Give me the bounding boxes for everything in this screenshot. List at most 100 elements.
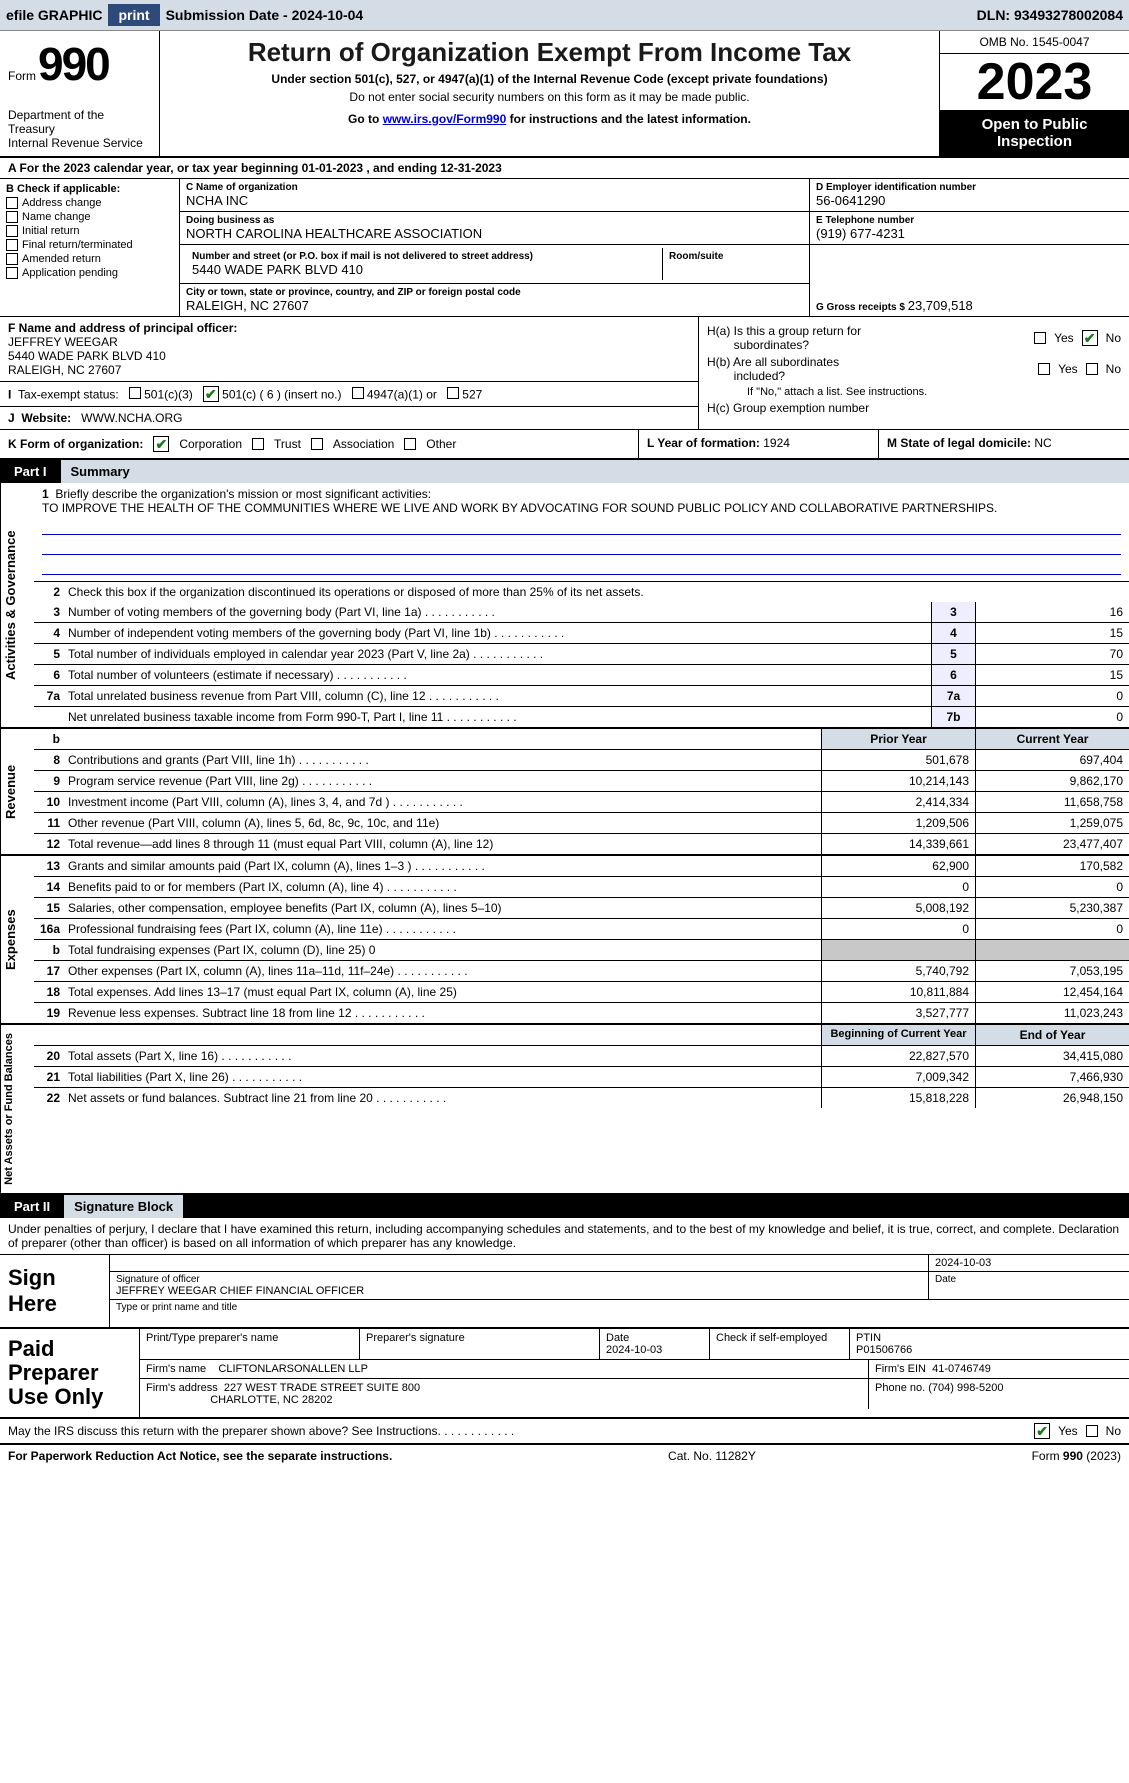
gray-cell-16b-cur [975, 940, 1129, 960]
open-to-public: Open to PublicInspection [940, 110, 1129, 156]
org-address: 5440 WADE PARK BLVD 410 [192, 262, 656, 277]
prior-line10: 2,414,334 [821, 792, 975, 812]
beg-line22: 15,818,228 [821, 1088, 975, 1108]
checkbox-discuss-no[interactable] [1086, 1425, 1098, 1437]
efile-label: efile GRAPHIC [6, 7, 102, 23]
tax-year: 2023 [940, 54, 1129, 110]
principal-officer: F Name and address of principal officer:… [0, 317, 698, 382]
firm-address-1: 227 WEST TRADE STREET SUITE 800 [224, 1382, 420, 1394]
org-dba: NORTH CAROLINA HEALTHCARE ASSOCIATION [186, 226, 803, 241]
print-button[interactable]: print [108, 4, 159, 26]
year-formation: 1924 [763, 436, 790, 450]
group-return-block: H(a) Is this a group return for subordin… [699, 317, 1129, 429]
prior-line9: 10,214,143 [821, 771, 975, 791]
row-k-form-org: K Form of organization: ✔Corporation Tru… [0, 430, 1129, 460]
cur-line9: 9,862,170 [975, 771, 1129, 791]
col-b-checkboxes: B Check if applicable: Address change Na… [0, 179, 180, 316]
end-line20: 34,415,080 [975, 1046, 1129, 1066]
footer: For Paperwork Reduction Act Notice, see … [0, 1445, 1129, 1467]
checkbox-ha-yes[interactable] [1034, 332, 1046, 344]
ptin: P01506766 [856, 1344, 912, 1356]
org-info-block: B Check if applicable: Address change Na… [0, 179, 1129, 317]
checkbox-ha-no-checked[interactable]: ✔ [1082, 330, 1098, 346]
prior-line15: 5,008,192 [821, 898, 975, 918]
checkbox-assoc[interactable] [311, 438, 323, 450]
paid-preparer-block: Paid Preparer Use Only Print/Type prepar… [0, 1329, 1129, 1420]
firm-ein: 41-0746749 [932, 1363, 991, 1375]
prior-line16a: 0 [821, 919, 975, 939]
section-expenses: Expenses 13Grants and similar amounts pa… [0, 856, 1129, 1025]
checkbox-501c-checked[interactable]: ✔ [203, 386, 219, 402]
cur-line11: 1,259,075 [975, 813, 1129, 833]
end-line21: 7,466,930 [975, 1067, 1129, 1087]
checkbox-amended-return[interactable] [6, 253, 18, 265]
pra-notice: For Paperwork Reduction Act Notice, see … [8, 1449, 392, 1463]
signature-declaration: Under penalties of perjury, I declare th… [0, 1218, 1129, 1255]
checkbox-application-pending[interactable] [6, 267, 18, 279]
checkbox-hb-yes[interactable] [1038, 363, 1050, 375]
checkbox-527[interactable] [447, 387, 459, 399]
beg-line20: 22,827,570 [821, 1046, 975, 1066]
firm-phone: (704) 998-5200 [928, 1382, 1003, 1394]
gray-cell-16b-prior [821, 940, 975, 960]
checkbox-final-return[interactable] [6, 239, 18, 251]
mission-text: TO IMPROVE THE HEALTH OF THE COMMUNITIES… [42, 501, 1121, 515]
cur-line12: 23,477,407 [975, 834, 1129, 854]
checkbox-name-change[interactable] [6, 211, 18, 223]
val-line6: 15 [975, 665, 1129, 685]
val-line5: 70 [975, 644, 1129, 664]
beg-line21: 7,009,342 [821, 1067, 975, 1087]
topbar: efile GRAPHIC print Submission Date - 20… [0, 0, 1129, 31]
checkbox-trust[interactable] [252, 438, 264, 450]
checkbox-other[interactable] [404, 438, 416, 450]
checkbox-discuss-yes-checked[interactable]: ✔ [1034, 1423, 1050, 1439]
firm-name: CLIFTONLARSONALLEN LLP [218, 1363, 368, 1375]
state-domicile: NC [1034, 436, 1051, 450]
vlabel-net-assets: Net Assets or Fund Balances [0, 1025, 34, 1193]
header-title-block: Return of Organization Exempt From Incom… [160, 31, 939, 156]
header-right: OMB No. 1545-0047 2023 Open to PublicIns… [939, 31, 1129, 156]
prior-line14: 0 [821, 877, 975, 897]
col-c-org: C Name of organization NCHA INC Doing bu… [180, 179, 809, 316]
sign-here-label: Sign Here [0, 1255, 110, 1327]
officer-name-title: JEFFREY WEEGAR CHIEF FINANCIAL OFFICER [116, 1285, 922, 1297]
sig-date-top: 2024-10-03 [929, 1255, 1129, 1271]
submission-date: Submission Date - 2024-10-04 [166, 7, 364, 23]
val-line7b: 0 [975, 707, 1129, 727]
form-subtitle-1: Under section 501(c), 527, or 4947(a)(1)… [168, 72, 931, 86]
val-line3: 16 [975, 602, 1129, 622]
row-a-period: A For the 2023 calendar year, or tax yea… [0, 158, 1129, 179]
section-net-assets: Net Assets or Fund Balances Beginning of… [0, 1025, 1129, 1195]
checkbox-4947[interactable] [352, 387, 364, 399]
header-left: Form 990 Department of the Treasury Inte… [0, 31, 160, 156]
cur-line10: 11,658,758 [975, 792, 1129, 812]
form-header: Form 990 Department of the Treasury Inte… [0, 31, 1129, 158]
checkbox-corp-checked[interactable]: ✔ [153, 436, 169, 452]
checkbox-initial-return[interactable] [6, 225, 18, 237]
org-city: RALEIGH, NC 27607 [186, 298, 803, 313]
vlabel-governance: Activities & Governance [0, 483, 34, 727]
irs-link[interactable]: www.irs.gov/Form990 [383, 112, 507, 126]
checkbox-address-change[interactable] [6, 197, 18, 209]
checkbox-hb-no[interactable] [1086, 363, 1098, 375]
form-subtitle-2: Do not enter social security numbers on … [168, 90, 931, 104]
officer-exempt-block: F Name and address of principal officer:… [0, 317, 1129, 430]
gross-receipts: 23,709,518 [908, 298, 973, 313]
form-footer: Form 990 (2023) [1032, 1449, 1121, 1463]
checkbox-501c3[interactable] [129, 387, 141, 399]
cur-line19: 11,023,243 [975, 1003, 1129, 1023]
ein: 56-0641290 [816, 193, 1123, 208]
prior-line19: 3,527,777 [821, 1003, 975, 1023]
part-ii-header: Part II Signature Block [0, 1195, 1129, 1218]
cur-line16a: 0 [975, 919, 1129, 939]
firm-address-2: CHARLOTTE, NC 28202 [210, 1394, 332, 1406]
prior-line11: 1,209,506 [821, 813, 975, 833]
prior-line12: 14,339,661 [821, 834, 975, 854]
prior-line8: 501,678 [821, 750, 975, 770]
end-line22: 26,948,150 [975, 1088, 1129, 1108]
cur-line15: 5,230,387 [975, 898, 1129, 918]
dln: DLN: 93493278002084 [977, 7, 1123, 23]
cur-line8: 697,404 [975, 750, 1129, 770]
vlabel-revenue: Revenue [0, 729, 34, 854]
cur-line17: 7,053,195 [975, 961, 1129, 981]
